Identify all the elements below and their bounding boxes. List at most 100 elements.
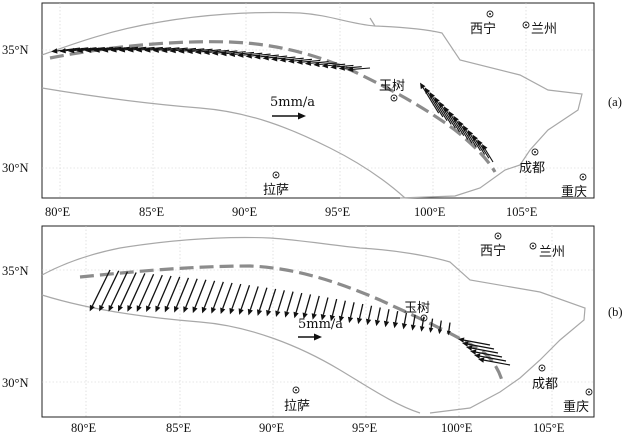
city-chengdu: 成都 bbox=[519, 148, 545, 176]
velocity-arrow-head bbox=[356, 317, 363, 325]
velocity-arrow bbox=[249, 286, 259, 310]
velocity-arrow bbox=[451, 115, 465, 137]
velocity-arrow-head bbox=[462, 125, 469, 132]
velocity-arrow-head bbox=[186, 48, 193, 55]
panel-b-fault bbox=[79, 264, 505, 385]
panel-a-lon-95: 95°E bbox=[325, 205, 350, 219]
velocity-arrow-head bbox=[144, 47, 151, 53]
panel-b-lon-90: 90°E bbox=[259, 421, 284, 435]
velocity-arrow bbox=[65, 47, 89, 52]
svg-text:西宁: 西宁 bbox=[480, 243, 506, 259]
velocity-arrow bbox=[322, 297, 329, 315]
velocity-arrow-head bbox=[279, 57, 286, 63]
velocity-arrow bbox=[285, 57, 304, 61]
panel-a-fault bbox=[49, 40, 497, 173]
velocity-arrow-head bbox=[155, 305, 161, 313]
panel-b-boundary bbox=[41, 236, 586, 414]
panel-b: 5mm/a 35°N 30°N 80°E 85°E 90°E 95°E 100°… bbox=[2, 225, 623, 435]
velocity-arrow bbox=[258, 287, 268, 311]
velocity-arrow bbox=[90, 46, 114, 51]
velocity-arrow-head bbox=[146, 305, 152, 313]
velocity-arrow-head bbox=[424, 87, 431, 94]
panel-a-frame bbox=[41, 2, 595, 199]
city-yushu: 玉树 bbox=[379, 79, 405, 102]
velocity-arrow bbox=[129, 273, 146, 307]
velocity-arrow bbox=[138, 273, 155, 307]
velocity-arrow-head bbox=[127, 305, 133, 312]
panel-a-cities: 西宁 兰州 玉树 拉萨 成都 重庆 bbox=[263, 10, 587, 200]
velocity-arrow bbox=[465, 129, 477, 148]
velocity-arrow bbox=[277, 290, 285, 312]
velocity-arrow-head bbox=[338, 315, 345, 323]
velocity-arrow-head bbox=[284, 311, 290, 318]
velocity-arrow bbox=[268, 55, 288, 59]
velocity-arrow bbox=[158, 47, 180, 51]
velocity-arrow bbox=[73, 47, 97, 52]
velocity-arrow-head bbox=[439, 101, 445, 109]
velocity-arrow-head bbox=[347, 66, 354, 73]
velocity-arrow-head bbox=[458, 337, 465, 343]
velocity-arrow-head bbox=[293, 311, 299, 319]
svg-text:玉树: 玉树 bbox=[404, 301, 430, 316]
velocity-arrow-head bbox=[365, 318, 372, 326]
velocity-arrow-head bbox=[161, 47, 168, 54]
velocity-arrow-head bbox=[220, 50, 227, 57]
velocity-arrow-head bbox=[477, 139, 483, 146]
velocity-arrow-head bbox=[203, 49, 210, 56]
velocity-arrow-head bbox=[338, 65, 345, 71]
svg-text:成都: 成都 bbox=[519, 161, 545, 176]
velocity-arrow-head bbox=[429, 92, 435, 99]
velocity-arrow-head bbox=[51, 48, 58, 54]
velocity-arrow bbox=[110, 271, 129, 307]
velocity-arrow-head bbox=[108, 304, 114, 312]
svg-text:成都: 成都 bbox=[532, 377, 558, 392]
velocity-arrow-head bbox=[152, 47, 159, 53]
velocity-arrow-head bbox=[321, 62, 329, 69]
svg-text:重庆: 重庆 bbox=[563, 399, 589, 415]
panel-b-lon-95: 95°E bbox=[352, 421, 377, 435]
velocity-arrow bbox=[212, 281, 224, 309]
velocity-arrow-head bbox=[178, 48, 185, 54]
velocity-arrow bbox=[147, 274, 163, 307]
velocity-arrow-head bbox=[194, 49, 202, 55]
velocity-arrow-head bbox=[288, 58, 295, 64]
velocity-arrow bbox=[203, 280, 216, 308]
velocity-arrow bbox=[243, 52, 263, 56]
velocity-arrow-head bbox=[458, 120, 464, 127]
velocity-arrow bbox=[460, 125, 473, 144]
velocity-arrow bbox=[349, 302, 355, 318]
panel-a-lon-100: 100°E bbox=[414, 205, 446, 219]
panel-b-lon-80: 80°E bbox=[71, 421, 96, 435]
panel-b-lon-85: 85°E bbox=[166, 421, 191, 435]
velocity-arrow bbox=[119, 272, 137, 307]
panel-b-label: (b) bbox=[608, 305, 623, 319]
velocity-arrow-head bbox=[271, 56, 278, 62]
velocity-arrow bbox=[175, 47, 197, 52]
velocity-arrow bbox=[484, 148, 494, 163]
velocity-arrow-head bbox=[173, 306, 179, 313]
velocity-arrow-head bbox=[453, 115, 459, 123]
velocity-arrow-head bbox=[478, 357, 485, 363]
velocity-arrow-head bbox=[466, 345, 473, 351]
city-lanzhou: 兰州 bbox=[522, 21, 557, 37]
velocity-arrow-head bbox=[434, 96, 440, 104]
velocity-arrow-head bbox=[472, 134, 478, 142]
velocity-arrow-head bbox=[474, 353, 481, 359]
panel-b-cities: 西宁 兰州 玉树 拉萨 成都 重庆 bbox=[284, 232, 593, 415]
panel-b-lon-105: 105°E bbox=[533, 421, 565, 435]
svg-text:兰州: 兰州 bbox=[531, 22, 557, 37]
velocity-arrow bbox=[471, 347, 499, 354]
velocity-arrow bbox=[385, 309, 390, 322]
velocity-arrow-head bbox=[99, 304, 105, 312]
panel-a-lon-90: 90°E bbox=[232, 205, 257, 219]
velocity-arrow bbox=[166, 276, 181, 308]
velocity-arrow-head bbox=[311, 313, 317, 320]
svg-text:重庆: 重庆 bbox=[561, 184, 587, 200]
velocity-arrow bbox=[319, 62, 337, 65]
velocity-arrow-head bbox=[470, 349, 477, 355]
panel-a-scale: 5mm/a bbox=[270, 95, 315, 120]
velocity-arrow-head bbox=[420, 82, 426, 90]
velocity-arrow bbox=[475, 139, 486, 155]
velocity-arrow bbox=[240, 285, 251, 310]
panel-a-label: (a) bbox=[608, 95, 622, 109]
